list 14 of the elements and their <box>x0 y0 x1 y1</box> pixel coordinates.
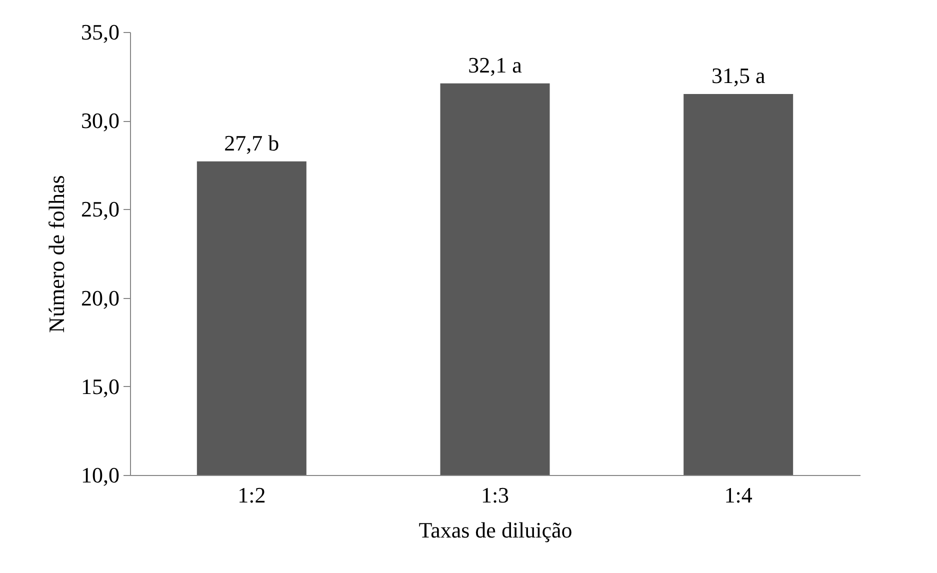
y-tick-label: 20,0 <box>81 285 120 310</box>
data-label: 32,1 a <box>468 52 522 78</box>
x-tick-label: 1:3 <box>480 482 510 508</box>
y-tick-label: 25,0 <box>81 196 120 222</box>
y-tick-label: 15,0 <box>81 374 120 399</box>
y-tick-label: 35,0 <box>81 20 120 44</box>
x-tick-label: 1:2 <box>238 482 266 508</box>
y-tick-label: 30,0 <box>81 108 120 134</box>
x-axis-title: Taxas de diluição <box>418 518 572 542</box>
data-label: 27,7 b <box>224 130 280 156</box>
y-tick-label: 10,0 <box>81 462 120 488</box>
x-tick-label: 1:4 <box>724 482 752 508</box>
data-label: 31,5 a <box>711 63 766 88</box>
y-axis-title: Número de folhas <box>44 175 69 333</box>
